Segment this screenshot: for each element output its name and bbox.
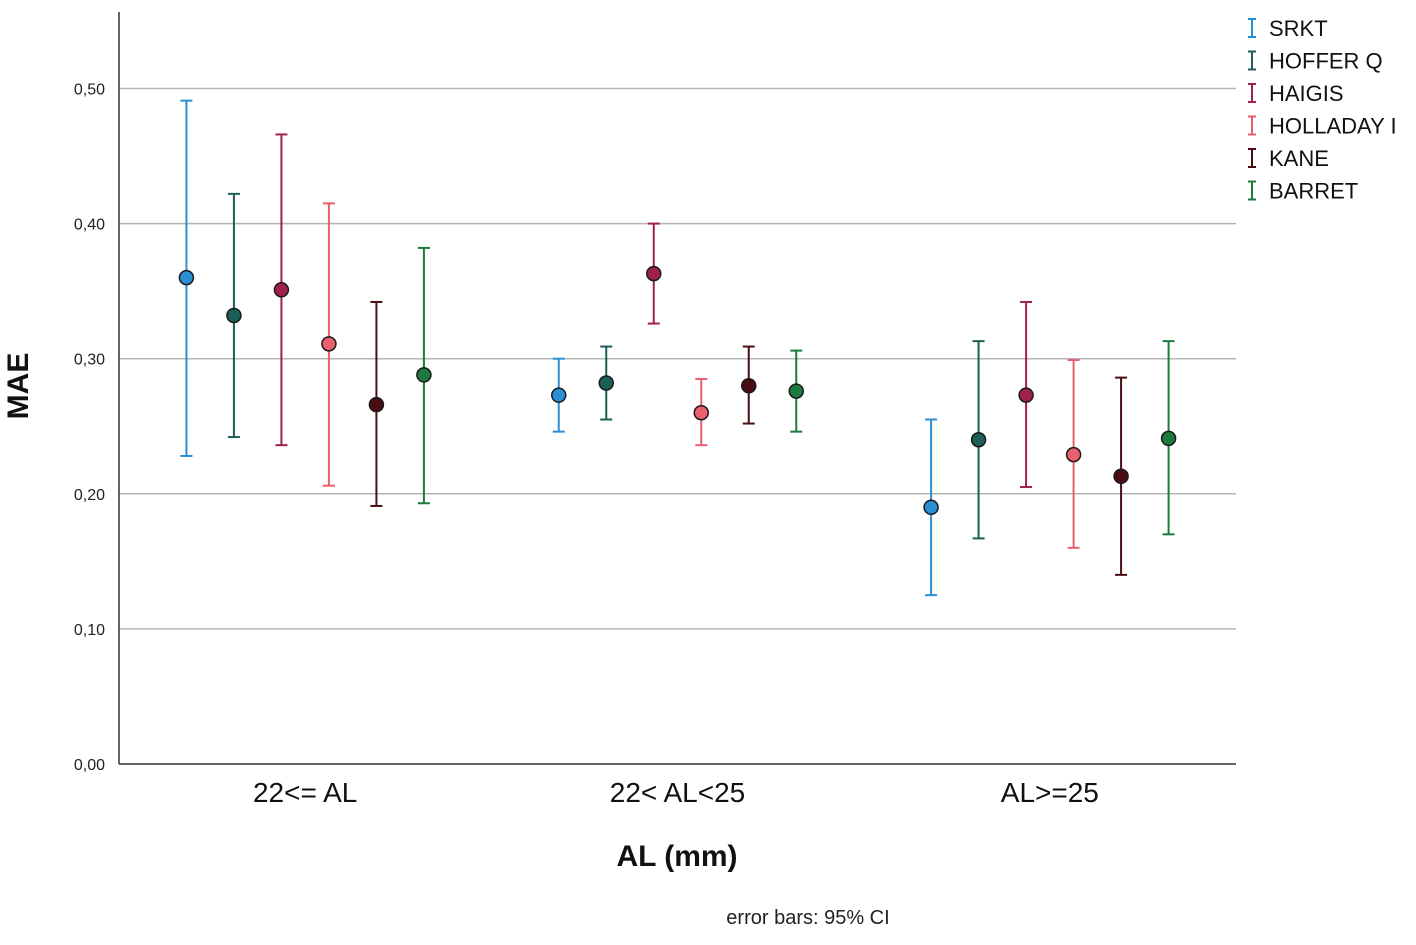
axes [118,12,1236,765]
series-kane [368,300,1129,576]
x-category-labels: 22<= AL 22< AL<25 AL>=25 [253,777,1099,808]
mean-point [788,383,804,399]
series-holladay-i [321,202,1082,549]
x-axis-title: AL (mm) [616,840,737,873]
mean-point [923,499,939,516]
legend-label: BARRET [1269,179,1358,204]
y-tick-labels: 0,00 0,10 0,20 0,30 0,40 0,50 [74,82,105,775]
series-barret [416,246,1177,536]
x-category-label: 22< AL<25 [610,777,745,808]
mean-point [1160,430,1177,447]
legend: SRKT HOFFER Q HAIGIS HOLLADAY I KANE BARRET [1248,16,1397,204]
mean-point [321,336,337,352]
legend-label: HAIGIS [1269,81,1344,106]
mean-point [178,269,195,286]
mean-point [693,404,709,421]
y-tick-label: 0,50 [74,82,105,99]
mean-point [226,307,242,324]
mean-point [416,367,432,383]
y-tick-label: 0,40 [74,217,105,234]
mean-point [1018,387,1034,403]
mean-point [646,265,662,282]
mean-point [1065,446,1082,463]
mean-point [273,282,290,298]
y-tick-label: 0,00 [74,757,105,774]
series-marks [178,99,1177,597]
gridlines [119,87,1236,630]
legend-label: HOFFER Q [1269,49,1383,74]
y-tick-label: 0,30 [74,352,105,369]
series-hoffer-q [226,192,987,540]
y-tick-label: 0,10 [74,622,105,639]
error-bars-note: error bars: 95% CI [726,907,889,929]
x-category-label: AL>=25 [1001,777,1099,808]
mean-point [970,432,987,448]
legend-label: SRKT [1269,16,1328,41]
x-category-label: 22<= AL [253,777,357,808]
mean-point [598,375,614,391]
series-haigis [273,133,1034,489]
mean-point [368,396,385,413]
mean-point [1113,468,1129,484]
y-axis-title: MAE [2,353,35,420]
series-srkt [178,99,939,597]
mean-point [551,387,567,403]
mean-point [741,377,757,394]
legend-label: KANE [1269,146,1329,171]
y-tick-label: 0,20 [74,487,105,504]
legend-label: HOLLADAY I [1269,114,1397,139]
